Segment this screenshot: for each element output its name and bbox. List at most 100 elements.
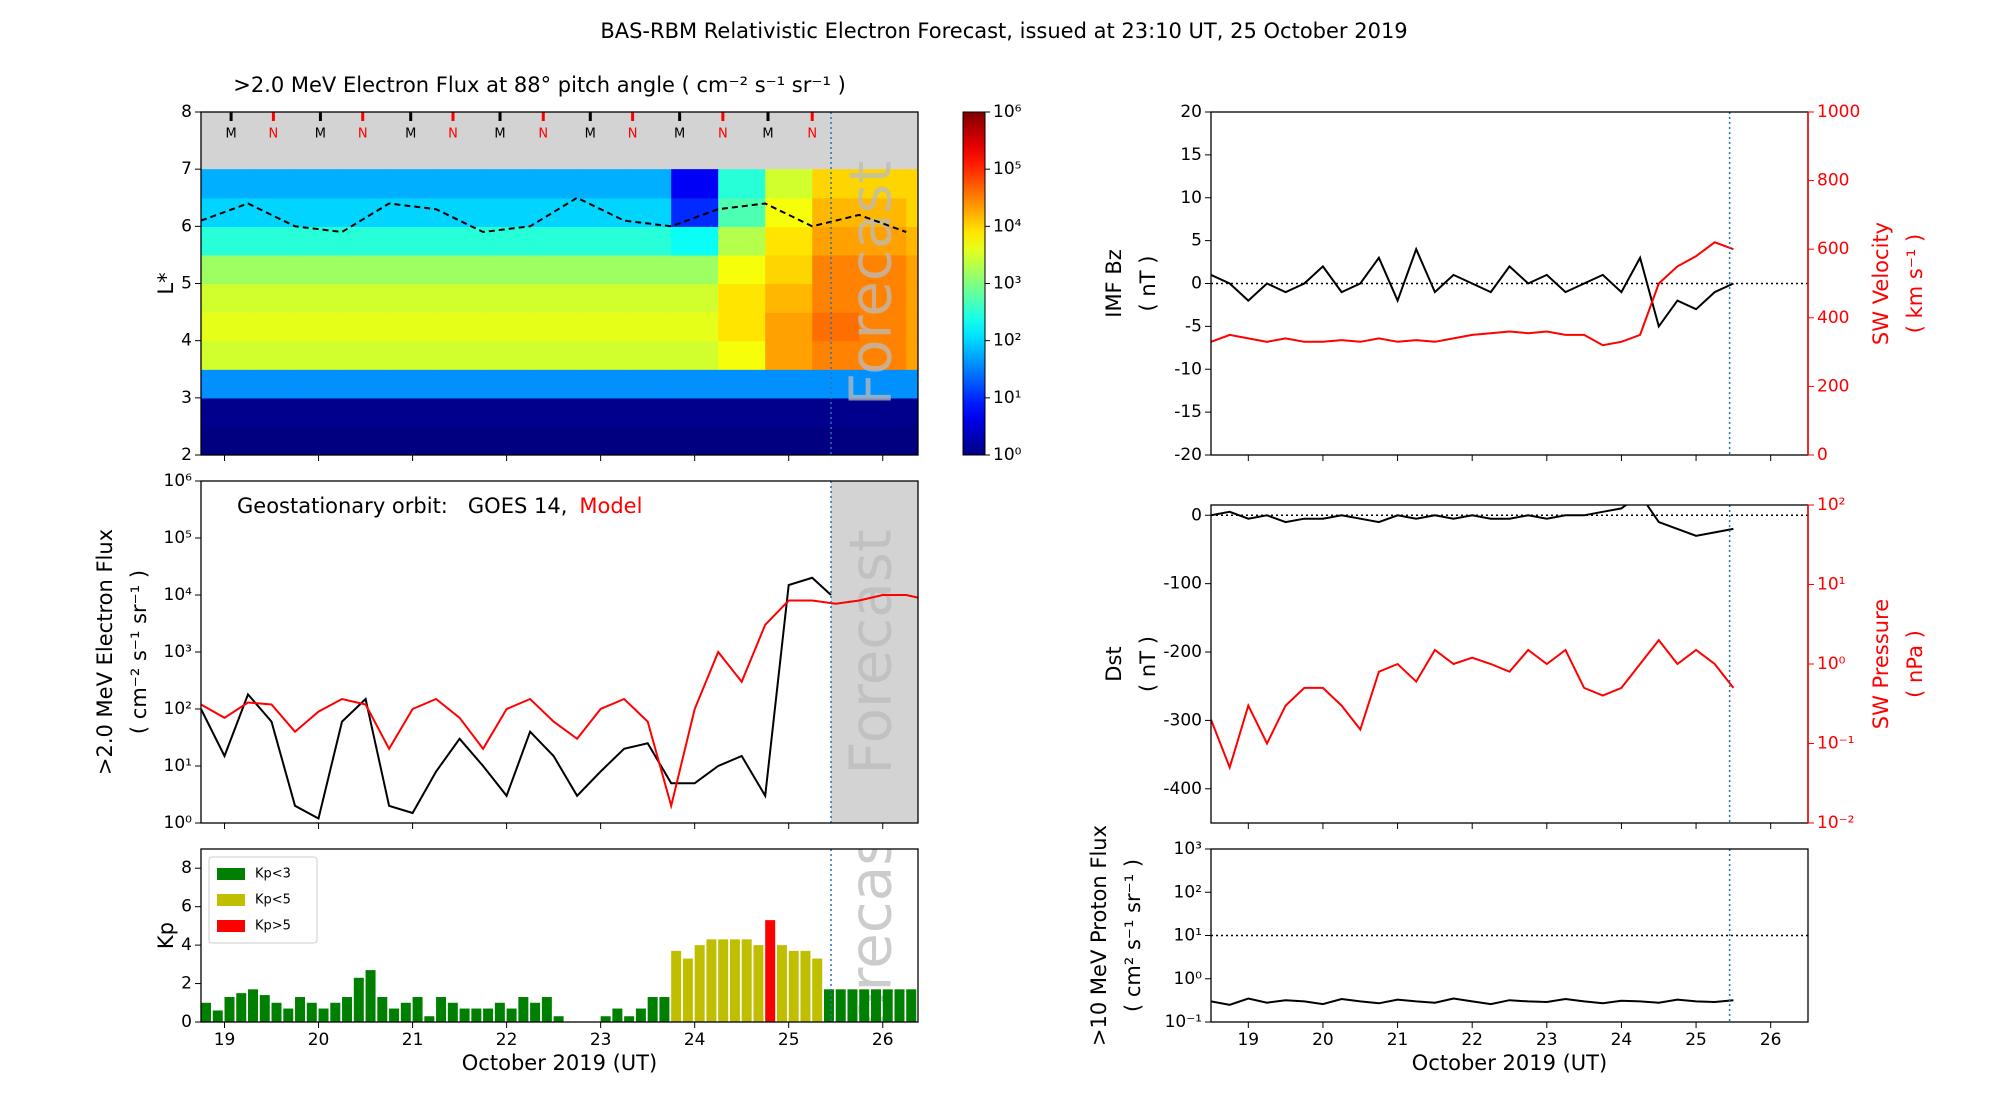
bar xyxy=(682,958,693,1022)
orbit-marker-label: N xyxy=(358,127,368,142)
y2-tick-label: 10⁻² xyxy=(1817,813,1854,833)
orbit-marker-label: M xyxy=(494,127,505,142)
heat-cell xyxy=(718,340,766,370)
heat-cell xyxy=(436,369,484,399)
heat-cell xyxy=(389,169,437,199)
annotation: Geostationary orbit: GOES 14, xyxy=(237,494,567,518)
series-line xyxy=(201,576,832,820)
heat-cell xyxy=(342,226,390,256)
heat-cell xyxy=(295,426,343,455)
heat-cell xyxy=(859,340,907,370)
y-tick-label: 10³ xyxy=(164,642,192,662)
orbit-marker-label: N xyxy=(628,127,638,142)
orbit-marker-label: M xyxy=(762,127,773,142)
orbit-marker-label: M xyxy=(225,127,236,142)
bar xyxy=(494,1002,505,1022)
bar xyxy=(259,995,270,1022)
heat-cell xyxy=(624,226,672,256)
y-axis-label: L* xyxy=(154,272,178,294)
bar xyxy=(447,1002,458,1022)
x-tick-label: 22 xyxy=(1461,1030,1483,1050)
y-tick-label: 10⁰ xyxy=(1174,969,1203,989)
heat-cell xyxy=(436,254,484,285)
heat-cell xyxy=(577,397,625,428)
heat-cell xyxy=(671,312,719,342)
y-tick-label: 10⁴ xyxy=(164,585,193,605)
legend-label: Kp<5 xyxy=(255,893,291,908)
heat-cell xyxy=(295,197,343,227)
heat-cell xyxy=(248,397,296,428)
bar xyxy=(624,1016,635,1022)
heat-cell xyxy=(906,169,918,199)
heat-cell xyxy=(859,397,907,428)
heat-cell xyxy=(483,283,531,313)
orbit-marker-label: M xyxy=(674,127,685,142)
heat-cell xyxy=(812,283,860,313)
heat-cell xyxy=(295,254,343,285)
x-tick-label: 26 xyxy=(872,1030,894,1050)
heat-cell xyxy=(859,197,907,227)
bar xyxy=(612,1008,623,1022)
heat-cell xyxy=(624,169,672,199)
heat-cell xyxy=(906,397,918,428)
bar xyxy=(271,1002,282,1022)
heat-cell xyxy=(389,369,437,399)
heat-cell xyxy=(812,369,860,399)
orbit-marker-label: N xyxy=(538,127,548,142)
plot-frame xyxy=(200,848,919,1023)
bar xyxy=(894,989,905,1022)
heat-cell xyxy=(671,169,719,199)
heat-cell xyxy=(577,369,625,399)
bar xyxy=(659,997,670,1022)
y2-axis-label: ( km s⁻¹ ) xyxy=(1903,234,1927,333)
heat-cell xyxy=(483,312,531,342)
heat-cell xyxy=(718,397,766,428)
heat-cell xyxy=(577,340,625,370)
orbit-marker-label: M xyxy=(585,127,596,142)
heat-cell xyxy=(624,197,672,227)
heat-cell xyxy=(483,169,531,199)
bar xyxy=(377,997,388,1022)
heat-cell xyxy=(248,369,296,399)
y-axis-label: >2.0 MeV Electron Flux xyxy=(93,529,117,775)
heat-cell xyxy=(530,254,578,285)
heat-cell xyxy=(624,312,672,342)
y2-tick-label: 10⁻¹ xyxy=(1817,734,1854,754)
heat-cell xyxy=(765,283,813,313)
x-tick-label: 23 xyxy=(1536,1030,1558,1050)
bar xyxy=(765,920,776,1022)
legend-label: Kp>5 xyxy=(255,919,291,934)
heat-cell xyxy=(295,397,343,428)
bar xyxy=(389,1008,400,1022)
bar xyxy=(236,993,247,1022)
heat-cell xyxy=(530,397,578,428)
y-tick-label: 0 xyxy=(1191,505,1202,525)
heat-cell xyxy=(624,397,672,428)
heat-cell xyxy=(718,197,766,227)
y2-tick-label: 800 xyxy=(1817,171,1849,191)
heat-cell xyxy=(671,197,719,227)
heat-cell xyxy=(859,169,907,199)
y-tick-label: 5 xyxy=(1191,231,1202,251)
heat-cell xyxy=(201,397,249,428)
heat-cell xyxy=(812,397,860,428)
legend-label: Kp<3 xyxy=(255,867,291,882)
bar xyxy=(541,997,552,1022)
heat-cell xyxy=(906,283,918,313)
heat-cell xyxy=(671,369,719,399)
y-tick-label: 10² xyxy=(1174,882,1202,902)
x-tick-label: 19 xyxy=(1237,1030,1259,1050)
heat-cell xyxy=(718,226,766,256)
bar xyxy=(859,989,870,1022)
heat-cell xyxy=(389,197,437,227)
heat-cell xyxy=(812,226,860,256)
bar xyxy=(647,997,658,1022)
heat-cell xyxy=(812,197,860,227)
series-line xyxy=(201,196,907,234)
heat-cell xyxy=(765,397,813,428)
plot-frame xyxy=(200,480,919,824)
heat-cell xyxy=(906,340,918,370)
heat-cell xyxy=(859,283,907,313)
y-tick-label: 4 xyxy=(181,331,192,351)
orbit-marker-label: M xyxy=(315,127,326,142)
